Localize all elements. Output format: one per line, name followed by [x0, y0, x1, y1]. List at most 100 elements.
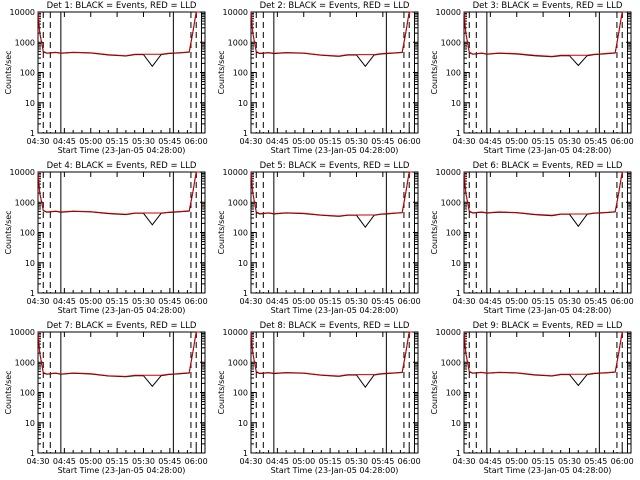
- x-tick-label: 05:45: [158, 297, 181, 306]
- panel-det-5: Det 5: BLACK = Events, RED = LLD 1 10 100 10…: [217, 161, 421, 315]
- x-tick-label: 05:45: [371, 457, 394, 466]
- x-tick-label: 06:00: [398, 137, 421, 146]
- x-tick-label: 05:30: [345, 457, 368, 466]
- x-axis-label: Start Time (23-Jan-05 04:28:00): [58, 466, 186, 475]
- events-line: [37, 11, 200, 68]
- y-tick-label: 10: [238, 259, 248, 268]
- panel-det-7: Det 7: BLACK = Events, RED = LLD 1 10 100 10…: [4, 321, 208, 475]
- panel-title: Det 5: BLACK = Events, RED = LLD: [260, 161, 410, 171]
- plot-frame: [37, 11, 206, 134]
- x-tick-label: 04:45: [53, 137, 76, 146]
- events-line: [463, 11, 626, 67]
- x-tick-label: 05:00: [292, 297, 315, 306]
- plot-frame: [463, 171, 632, 294]
- y-tick-label: 1000: [15, 358, 35, 367]
- x-tick-label: 05:15: [532, 297, 555, 306]
- x-tick-label: 04:45: [479, 457, 502, 466]
- y-axis-label: Counts/sec: [217, 50, 226, 94]
- lld-line: [37, 11, 200, 57]
- y-tick-label: 1000: [441, 38, 461, 47]
- lld-line: [463, 11, 626, 57]
- y-tick-label: 10000: [223, 8, 248, 17]
- panel-title: Det 7: BLACK = Events, RED = LLD: [47, 321, 197, 331]
- y-tick-label: 100: [20, 229, 35, 238]
- y-tick-label: 100: [446, 69, 461, 78]
- y-tick-label: 1: [243, 289, 248, 298]
- plot-frame: [250, 331, 419, 454]
- lld-line: [37, 331, 200, 377]
- y-tick-label: 1: [30, 449, 35, 458]
- lld-line: [37, 171, 200, 215]
- x-tick-label: 04:30: [452, 457, 475, 466]
- x-tick-label: 05:45: [584, 297, 607, 306]
- y-axis-label: Counts/sec: [4, 50, 13, 94]
- y-tick-label: 10: [238, 99, 248, 108]
- x-tick-label: 04:30: [239, 457, 262, 466]
- x-tick-label: 05:30: [132, 457, 155, 466]
- x-tick-label: 05:15: [319, 137, 342, 146]
- x-tick-label: 05:15: [532, 457, 555, 466]
- x-axis-label: Start Time (23-Jan-05 04:28:00): [484, 466, 612, 475]
- x-tick-label: 04:45: [53, 457, 76, 466]
- y-axis-label: Counts/sec: [4, 370, 13, 414]
- panel-title: Det 8: BLACK = Events, RED = LLD: [260, 321, 410, 331]
- y-tick-label: 100: [20, 389, 35, 398]
- x-axis-label: Start Time (23-Jan-05 04:28:00): [271, 146, 399, 155]
- y-axis-label: Counts/sec: [430, 370, 439, 414]
- y-tick-label: 1000: [15, 198, 35, 207]
- x-tick-label: 06:00: [611, 457, 634, 466]
- lld-line: [463, 171, 626, 216]
- x-tick-label: 04:30: [26, 137, 49, 146]
- x-tick-label: 04:45: [479, 137, 502, 146]
- y-tick-label: 10: [451, 419, 461, 428]
- x-tick-label: 06:00: [398, 457, 421, 466]
- y-tick-label: 100: [446, 389, 461, 398]
- x-tick-label: 06:00: [611, 137, 634, 146]
- lld-line: [250, 171, 413, 217]
- x-axis-label: Start Time (23-Jan-05 04:28:00): [58, 306, 186, 315]
- x-tick-label: 05:15: [106, 137, 129, 146]
- y-tick-label: 100: [233, 229, 248, 238]
- x-tick-label: 05:30: [345, 137, 368, 146]
- x-axis-label: Start Time (23-Jan-05 04:28:00): [271, 466, 399, 475]
- x-tick-label: 05:45: [371, 297, 394, 306]
- x-axis-label: Start Time (23-Jan-05 04:28:00): [484, 146, 612, 155]
- plot-frame: [463, 11, 632, 134]
- x-tick-label: 05:00: [505, 457, 528, 466]
- x-tick-label: 05:00: [505, 137, 528, 146]
- y-tick-label: 1: [30, 129, 35, 138]
- x-tick-label: 04:45: [266, 297, 289, 306]
- x-tick-label: 04:45: [266, 457, 289, 466]
- y-tick-label: 10000: [10, 8, 35, 17]
- x-tick-label: 04:30: [26, 457, 49, 466]
- x-tick-label: 04:30: [26, 297, 49, 306]
- lld-line: [463, 331, 626, 377]
- y-tick-label: 10: [25, 419, 35, 428]
- y-axis-label: Counts/sec: [217, 210, 226, 254]
- x-tick-label: 05:30: [132, 137, 155, 146]
- panel-det-2: Det 2: BLACK = Events, RED = LLD 1 10 100 10…: [217, 1, 421, 155]
- y-tick-label: 10000: [436, 328, 461, 337]
- y-tick-label: 1: [243, 129, 248, 138]
- y-tick-label: 1000: [441, 358, 461, 367]
- plot-frame: [463, 331, 632, 454]
- x-tick-label: 05:15: [106, 297, 129, 306]
- events-line: [250, 11, 413, 68]
- plot-frame: [250, 11, 419, 134]
- x-tick-label: 05:30: [345, 297, 368, 306]
- x-tick-label: 05:00: [505, 297, 528, 306]
- y-axis-label: Counts/sec: [430, 210, 439, 254]
- x-tick-label: 04:30: [452, 297, 475, 306]
- y-tick-label: 100: [233, 389, 248, 398]
- x-tick-label: 05:30: [558, 137, 581, 146]
- y-tick-label: 10: [25, 99, 35, 108]
- y-tick-label: 1000: [228, 198, 248, 207]
- panel-title: Det 4: BLACK = Events, RED = LLD: [47, 161, 197, 171]
- panel-det-9: Det 9: BLACK = Events, RED = LLD 1 10 100 10…: [430, 321, 634, 475]
- panel-title: Det 3: BLACK = Events, RED = LLD: [473, 1, 623, 11]
- x-tick-label: 06:00: [611, 297, 634, 306]
- y-axis-label: Counts/sec: [4, 210, 13, 254]
- y-tick-label: 1000: [228, 38, 248, 47]
- y-tick-label: 100: [446, 229, 461, 238]
